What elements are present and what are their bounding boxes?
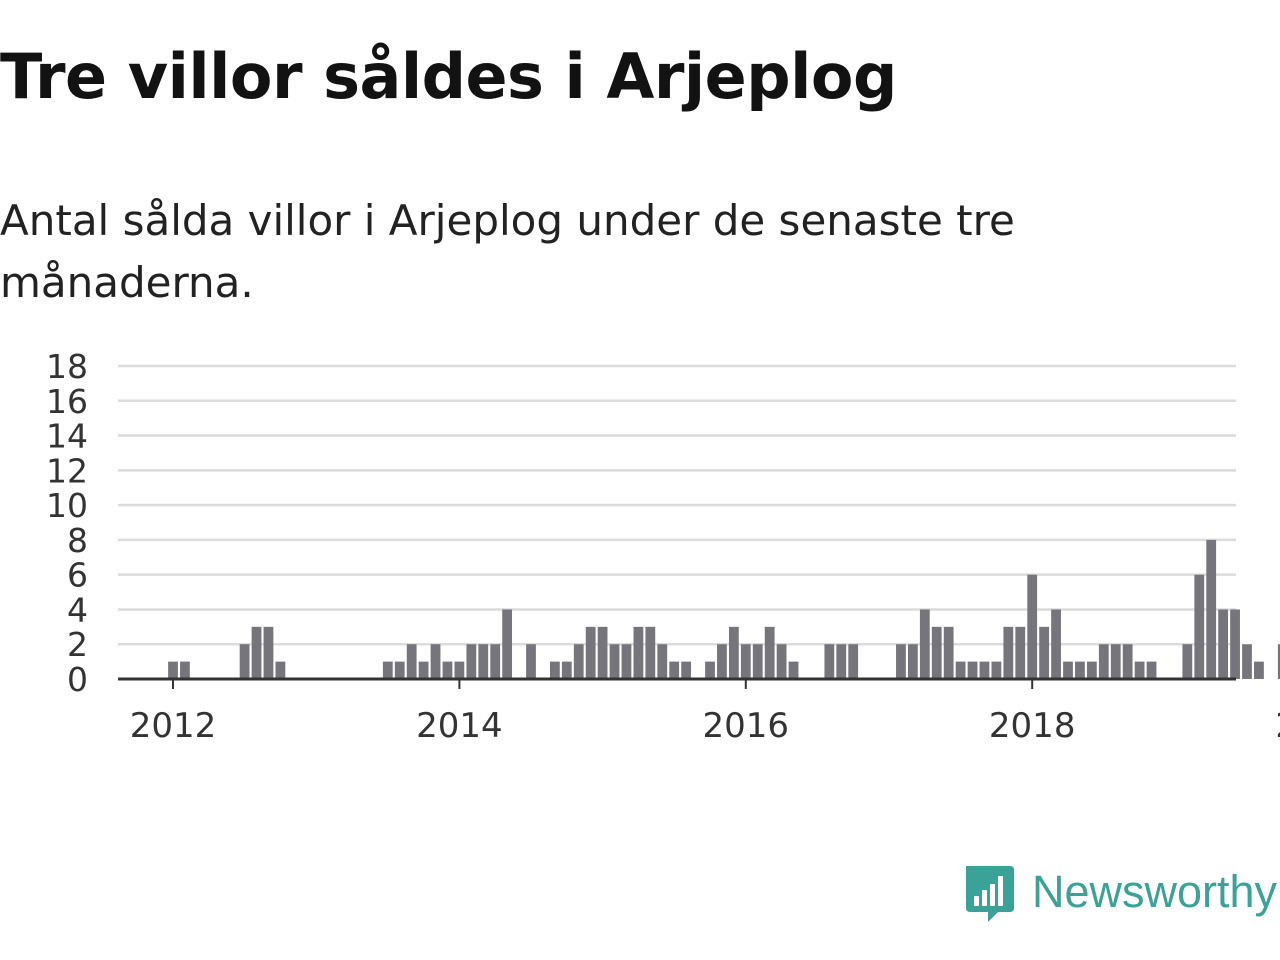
bar	[1277, 644, 1280, 679]
bar	[1015, 626, 1026, 679]
chart-subtitle: Antal sålda villor i Arjeplog under de s…	[0, 196, 1015, 307]
y-tick-label: 8	[67, 521, 88, 560]
x-tick-label: 2020	[1275, 706, 1280, 746]
bar	[1086, 661, 1097, 679]
newsworthy-wordmark: Newsworthy	[1032, 866, 1278, 917]
bar	[502, 609, 513, 679]
bar	[406, 644, 417, 679]
bar	[1122, 644, 1133, 679]
bar	[168, 661, 178, 679]
bar	[418, 661, 429, 679]
bar	[836, 644, 847, 679]
x-tick-label: 2012	[130, 706, 217, 746]
bar	[991, 661, 1002, 679]
bar	[776, 644, 787, 679]
bar	[239, 644, 250, 679]
bar	[824, 644, 835, 679]
chart-title: Tre villor såldes i Arjeplog	[0, 40, 897, 113]
bar	[275, 661, 286, 679]
y-tick-label: 0	[67, 660, 88, 699]
bar	[1098, 644, 1109, 679]
bar	[573, 644, 584, 679]
bar	[657, 644, 668, 679]
bar	[979, 661, 990, 679]
bar	[1134, 661, 1145, 679]
axes: 0246810121416182012201420162018202020222…	[46, 347, 1280, 746]
bar	[705, 661, 715, 679]
gridlines	[118, 364, 1236, 646]
x-tick-label: 2018	[989, 706, 1076, 746]
bar	[478, 644, 489, 679]
bar	[669, 661, 680, 679]
bar	[1230, 609, 1240, 679]
y-tick-label: 14	[46, 417, 88, 456]
bar	[430, 644, 441, 679]
bar	[466, 644, 477, 679]
bar	[1063, 661, 1073, 679]
bar	[1003, 626, 1014, 679]
y-tick-label: 16	[46, 382, 88, 421]
bar	[633, 626, 644, 679]
bar	[919, 609, 930, 679]
bar	[1027, 574, 1038, 679]
bar	[1254, 661, 1264, 679]
y-tick-label: 4	[67, 590, 88, 629]
x-tick-label: 2014	[416, 706, 503, 746]
bar	[728, 626, 739, 679]
bar	[848, 644, 859, 679]
bar	[382, 661, 393, 679]
bar	[1242, 644, 1252, 679]
bar	[955, 661, 966, 679]
x-tick-label: 2016	[703, 706, 790, 746]
bar	[1218, 609, 1229, 679]
bar	[740, 644, 751, 679]
bar	[561, 661, 572, 679]
bar	[788, 661, 799, 679]
y-tick-label: 6	[67, 556, 88, 595]
bar	[907, 644, 918, 679]
bar	[394, 661, 405, 679]
bar	[764, 626, 775, 679]
bar	[621, 644, 632, 679]
y-tick-label: 2	[67, 625, 88, 664]
bar	[454, 661, 465, 679]
newsworthy-logo-icon	[966, 866, 1014, 922]
bar	[251, 626, 262, 679]
bar	[597, 626, 608, 679]
bar	[263, 626, 274, 679]
bar	[442, 661, 453, 679]
bar	[1110, 644, 1121, 679]
bars	[168, 539, 1280, 679]
bar	[1039, 626, 1050, 679]
bar	[896, 644, 906, 679]
bar	[609, 644, 620, 679]
bar	[490, 644, 501, 679]
bar	[931, 626, 942, 679]
bar	[1051, 609, 1061, 679]
bar	[1075, 661, 1085, 679]
bar	[752, 644, 763, 679]
bar	[681, 661, 692, 679]
bar	[1194, 574, 1205, 679]
bar	[645, 626, 656, 679]
y-tick-label: 18	[46, 347, 88, 386]
y-tick-label: 10	[46, 486, 88, 525]
bar	[180, 661, 190, 679]
bar	[526, 644, 536, 679]
bar	[967, 661, 978, 679]
bar	[1182, 644, 1193, 679]
bar	[1206, 539, 1217, 679]
bar	[717, 644, 727, 679]
bar	[943, 626, 954, 679]
newsworthy-logo: Newsworthy	[962, 864, 1280, 928]
bar	[1146, 661, 1157, 679]
bar-chart: 0246810121416182012201420162018202020222…	[46, 347, 1280, 746]
y-tick-label: 12	[46, 451, 88, 490]
bar	[585, 626, 596, 679]
bar	[549, 661, 560, 679]
